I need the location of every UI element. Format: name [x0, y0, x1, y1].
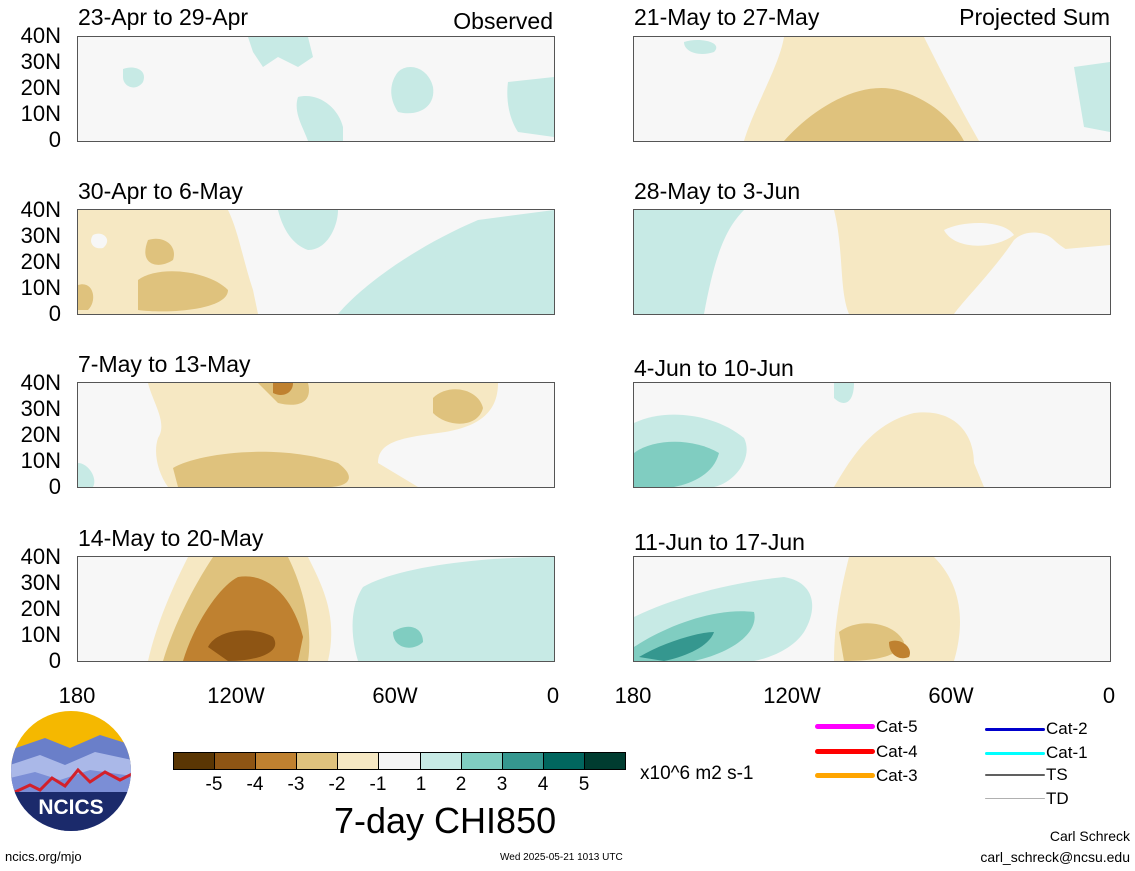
y-tick: 10N	[20, 448, 61, 473]
legend-label: Cat-2	[1046, 719, 1088, 738]
colorbar-swatch	[460, 753, 502, 769]
x-tick: 120W	[207, 683, 265, 708]
colorbar-tick: 2	[455, 774, 467, 795]
legend-label: TS	[1046, 765, 1068, 784]
x-tick: 60W	[372, 683, 418, 708]
legend-swatch-cat5	[815, 724, 875, 729]
x-tick: 180	[58, 683, 96, 708]
colorbar-swatch	[337, 753, 379, 769]
projected-sum-label: Projected Sum	[959, 4, 1110, 30]
x-tick: 120W	[763, 683, 821, 708]
colorbar-swatch	[378, 753, 420, 769]
timestamp: Wed 2025-05-21 1013 UTC	[500, 852, 623, 863]
y-tick: 40N	[20, 197, 61, 222]
colorbar-tick: -3	[287, 774, 305, 795]
y-tick: 30N	[20, 396, 61, 421]
logo-text: NCICS	[38, 796, 103, 819]
y-tick: 40N	[20, 23, 61, 48]
legend-swatch-cat4	[815, 749, 875, 754]
colorbar-tick: -4	[246, 774, 264, 795]
map-panel-3	[77, 382, 555, 488]
y-tick: 0	[48, 648, 61, 673]
y-tick: 10N	[20, 275, 61, 300]
y-tick: 40N	[20, 370, 61, 395]
colorbar-swatch	[174, 753, 215, 769]
y-tick: 0	[48, 127, 61, 152]
panel-title: 23-Apr to 29-Apr	[78, 4, 249, 30]
colorbar-swatch	[214, 753, 256, 769]
y-tick: 0	[48, 474, 61, 499]
y-tick: 30N	[20, 49, 61, 74]
map-panel-1	[77, 36, 555, 142]
map-panel-6	[633, 209, 1111, 315]
panel-title: 7-May to 13-May	[78, 351, 251, 377]
map-panel-5	[633, 36, 1111, 142]
colorbar-tick: 3	[496, 774, 508, 795]
colorbar-swatch	[419, 753, 461, 769]
legend-swatch-cat1	[985, 752, 1045, 755]
panel-title: 30-Apr to 6-May	[78, 178, 243, 204]
colorbar-title: 7-day CHI850	[334, 800, 557, 841]
panel-title: 11-Jun to 17-Jun	[634, 529, 805, 555]
panel-title: 21-May to 27-May	[634, 4, 820, 30]
colorbar-swatch	[501, 753, 543, 769]
colorbar-units: x10^6 m2 s-1	[640, 763, 754, 784]
panel-title: 28-May to 3-Jun	[634, 178, 801, 204]
legend-label: Cat-5	[876, 717, 918, 736]
legend-label: TD	[1046, 789, 1069, 808]
y-tick: 20N	[20, 75, 61, 100]
author-email: carl_schreck@ncsu.edu	[980, 849, 1130, 865]
legend-swatch-ts	[985, 774, 1045, 776]
map-panel-7	[633, 382, 1111, 488]
legend-swatch-cat2	[985, 728, 1045, 731]
author-name: Carl Schreck	[1049, 828, 1130, 844]
colorbar-tick: -5	[205, 774, 223, 795]
colorbar-tick: 1	[415, 774, 427, 795]
panel-title: 4-Jun to 10-Jun	[634, 355, 794, 381]
legend-label: Cat-4	[876, 742, 918, 761]
x-tick: 60W	[928, 683, 974, 708]
colorbar-tick: -2	[328, 774, 346, 795]
x-tick: 0	[546, 683, 560, 708]
map-panel-4	[77, 556, 555, 662]
colorbar-tick: -1	[369, 774, 387, 795]
colorbar-swatch	[296, 753, 338, 769]
legend-swatch-td	[985, 798, 1045, 799]
colorbar-tick: 4	[537, 774, 549, 795]
x-tick: 0	[1102, 683, 1116, 708]
x-tick: 180	[614, 683, 652, 708]
y-tick: 30N	[20, 570, 61, 595]
site-url: ncics.org/mjo	[5, 849, 82, 864]
panel-title: 14-May to 20-May	[78, 525, 264, 551]
colorbar	[173, 752, 626, 770]
legend-swatch-cat3	[815, 773, 875, 778]
observed-label: Observed	[453, 8, 553, 34]
colorbar-tick: 5	[578, 774, 590, 795]
y-tick: 20N	[20, 249, 61, 274]
legend-label: Cat-3	[876, 766, 918, 785]
legend-label: Cat-1	[1046, 743, 1088, 762]
y-tick: 30N	[20, 223, 61, 248]
colorbar-swatch	[583, 753, 626, 769]
y-tick: 10N	[20, 101, 61, 126]
colorbar-swatch	[255, 753, 297, 769]
y-tick: 20N	[20, 422, 61, 447]
y-tick: 40N	[20, 544, 61, 569]
ncics-logo: NCICS	[10, 710, 132, 832]
map-panel-2	[77, 209, 555, 315]
map-panel-8	[633, 556, 1111, 662]
y-tick: 0	[48, 301, 61, 326]
y-tick: 20N	[20, 596, 61, 621]
y-tick: 10N	[20, 622, 61, 647]
colorbar-swatch	[542, 753, 584, 769]
